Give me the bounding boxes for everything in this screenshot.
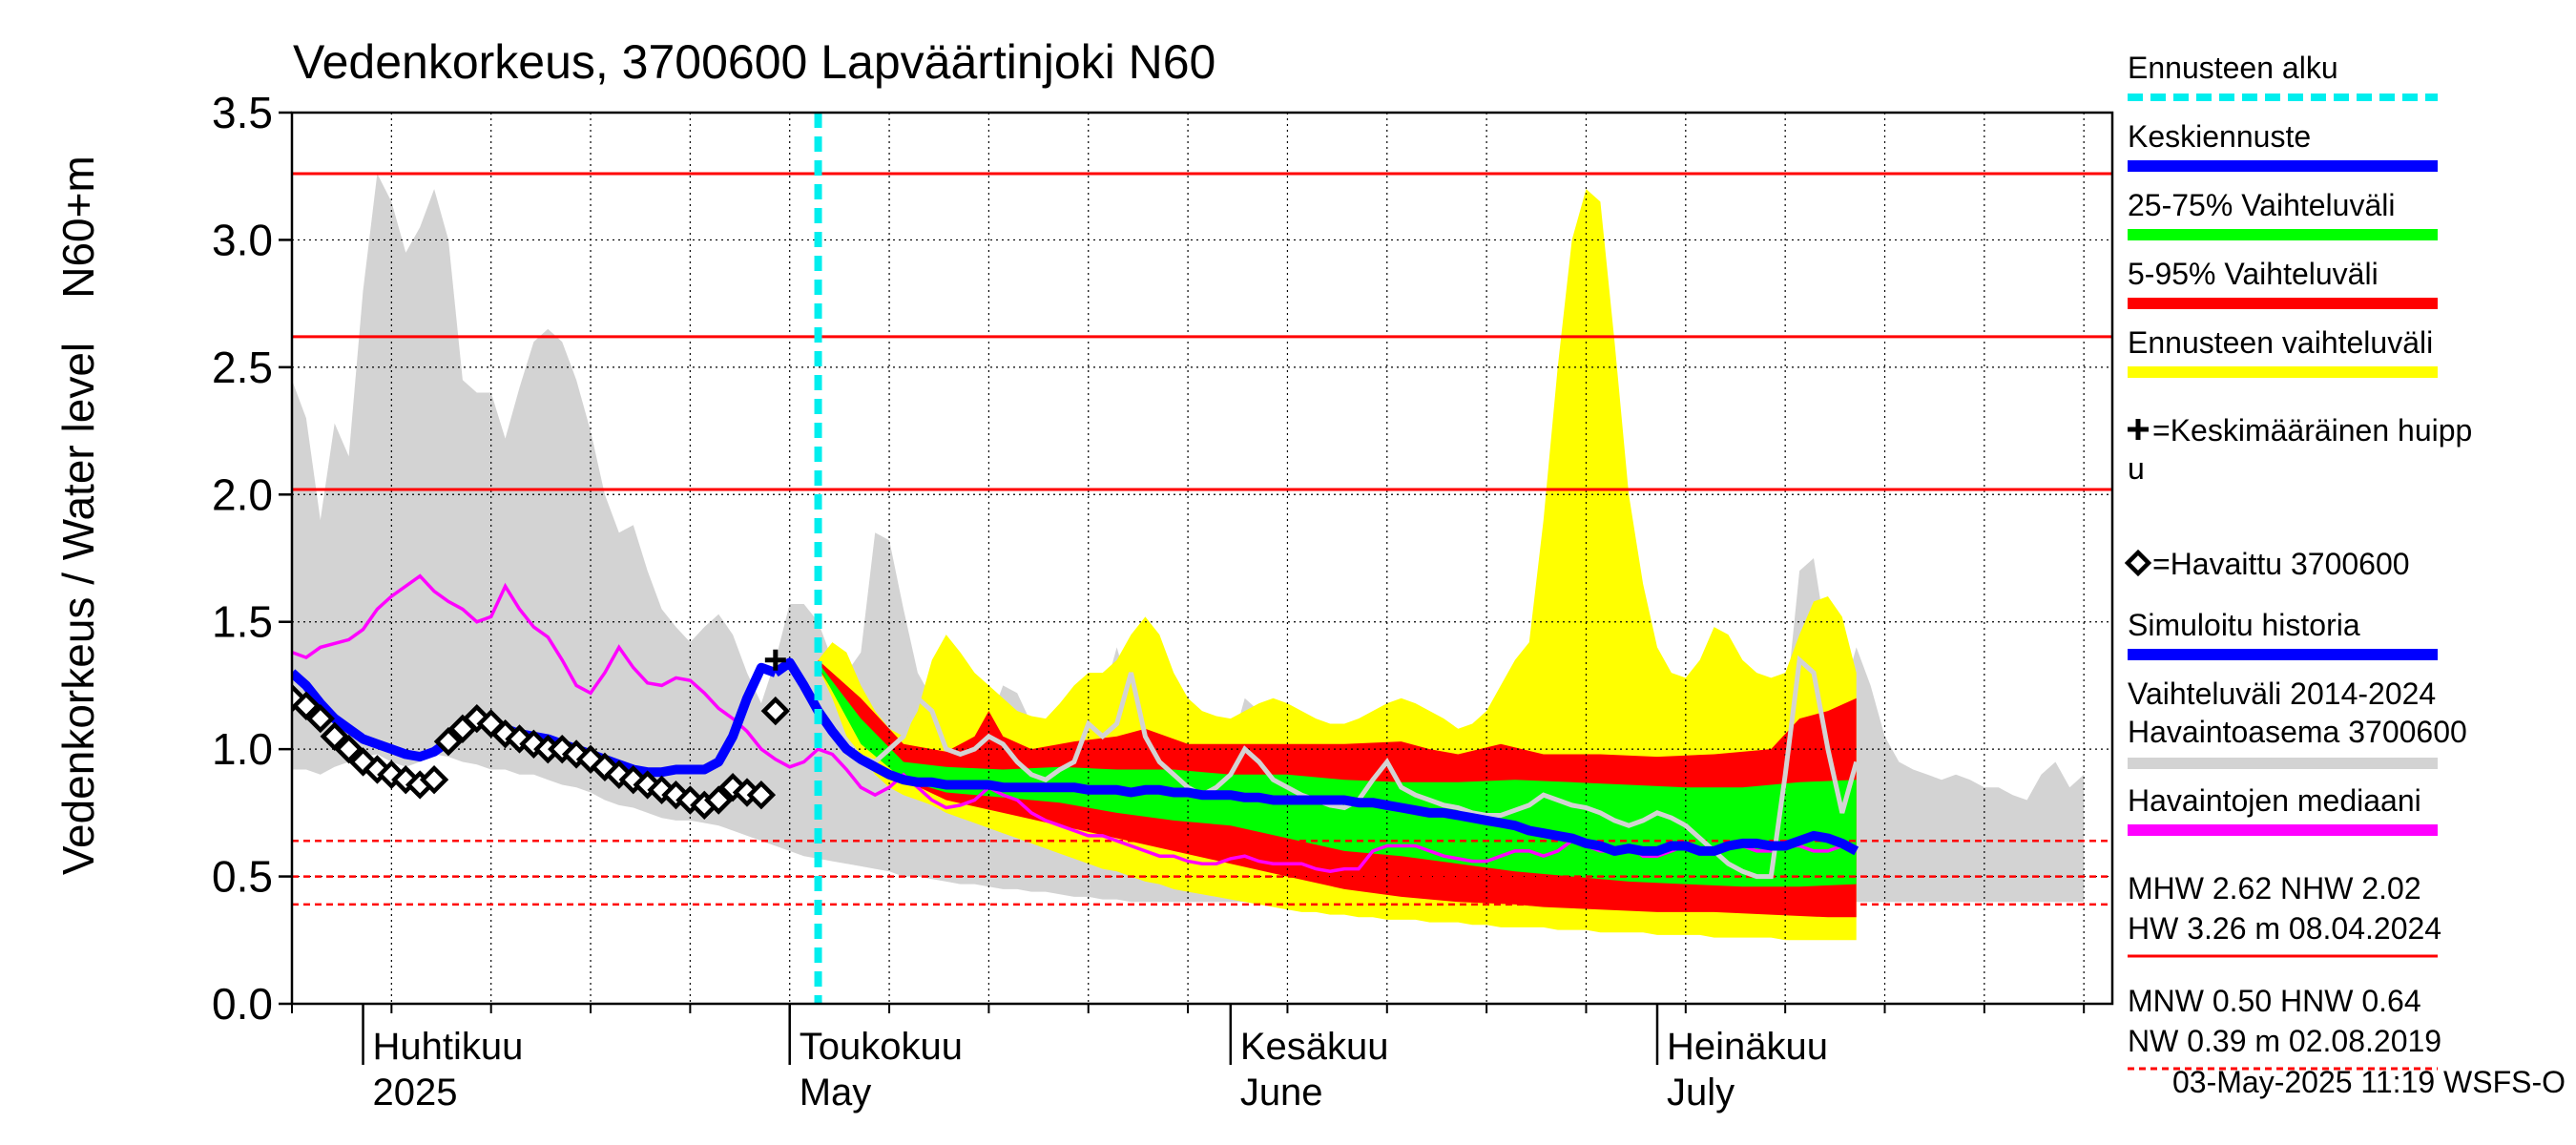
observed-point — [604, 760, 634, 790]
legend-label: Vaihteluväli 2014-2024 — [2128, 677, 2436, 711]
month-label-en: June — [1240, 1072, 1323, 1114]
observed-point — [704, 785, 734, 815]
observed-point — [363, 755, 392, 784]
y-axis-label: Vedenkorkeus / Water level — [53, 343, 103, 875]
plot-frame — [290, 111, 2114, 1006]
y-axis-title: Vedenkorkeus / Water level N60+m — [53, 156, 103, 875]
observed-point — [391, 764, 421, 795]
observed-point — [746, 780, 777, 810]
legend-label: Simuloitu historia — [2128, 608, 2360, 642]
observed-point — [433, 726, 464, 757]
observed-point — [505, 724, 534, 754]
legend-marker-plus — [2128, 419, 2149, 440]
observed-point — [419, 764, 449, 795]
observed-point — [348, 747, 378, 777]
legend-label: u — [2128, 451, 2145, 486]
month-label-en: 2025 — [373, 1072, 458, 1114]
mean-peak-marker — [764, 649, 786, 671]
observed-point — [618, 764, 648, 795]
mean-forecast-line — [772, 657, 1859, 856]
y-tick-label: 1.5 — [212, 597, 273, 647]
observed-point — [590, 752, 620, 782]
observed-point — [292, 691, 322, 720]
month-label-fi: Toukokuu — [800, 1026, 963, 1068]
observed-point — [476, 709, 506, 739]
chart-title: Vedenkorkeus, 3700600 Lapväärtinjoki N60 — [293, 35, 1215, 89]
legend-label: Ennusteen vaihteluväli — [2128, 325, 2433, 360]
legend-label: Keskiennuste — [2128, 119, 2311, 154]
legend-label: Ennusteen alku — [2128, 51, 2338, 85]
stats-line: NW 0.39 m 02.08.2019 — [2128, 1024, 2441, 1058]
observed-point — [334, 734, 364, 764]
month-label-fi: Heinäkuu — [1667, 1026, 1828, 1068]
y-axis-unit: N60+m — [53, 156, 103, 299]
legend: Ennusteen alku Keskiennuste 25-75% Vaihtel… — [2124, 51, 2472, 1071]
observed-point — [305, 703, 335, 734]
legend-label: 25-75% Vaihteluväli — [2128, 188, 2395, 222]
observed-point — [661, 780, 691, 810]
band-25-75 — [818, 662, 1857, 887]
legend-label: Havaintoasema 3700600 — [2128, 715, 2467, 749]
y-tick-label: 3.0 — [212, 215, 273, 264]
plot-area — [292, 113, 2112, 1004]
y-tick-label: 0.0 — [212, 979, 273, 1029]
observed-point — [377, 760, 406, 790]
month-label-en: July — [1667, 1072, 1735, 1114]
stats-line: HW 3.26 m 08.04.2024 — [2128, 911, 2441, 946]
y-tick-label: 1.0 — [212, 724, 273, 774]
history-station-line — [816, 655, 1859, 880]
observed-point — [519, 729, 549, 759]
observed-point — [760, 696, 790, 726]
legend-label: 5-95% Vaihteluväli — [2128, 257, 2379, 291]
y-tick-label: 2.0 — [212, 469, 273, 519]
stats-line: MNW 0.50 HNW 0.64 — [2128, 984, 2421, 1018]
month-label-en: May — [800, 1072, 872, 1114]
legend-label: Havaintojen mediaani — [2128, 783, 2421, 818]
y-tick-label: 0.5 — [212, 852, 273, 902]
legend-label: =Havaittu 3700600 — [2152, 547, 2410, 581]
stats-line: MHW 2.62 NHW 2.02 — [2128, 871, 2421, 906]
y-tick-label: 3.5 — [212, 88, 273, 137]
legend-label: =Keskimääräinen huipp — [2152, 413, 2472, 448]
median-line — [292, 573, 1858, 873]
y-tick-label: 2.5 — [212, 343, 273, 392]
legend-marker-diamond — [2124, 549, 2152, 577]
observed-point — [548, 734, 577, 764]
observed-point — [647, 775, 676, 805]
month-label-fi: Kesäkuu — [1240, 1026, 1389, 1068]
footer-timestamp: 03-May-2025 11:19 WSFS-O — [2172, 1065, 2566, 1099]
observed-point — [320, 721, 349, 751]
month-label-fi: Huhtikuu — [373, 1026, 524, 1068]
